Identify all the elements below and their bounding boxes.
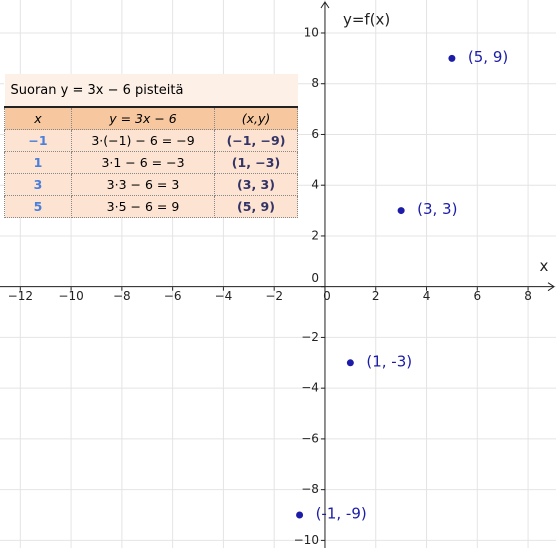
y-axis-arrow: [320, 1, 330, 9]
table-title: Suoran y = 3x − 6 pisteitä: [4, 74, 298, 108]
point-label: (1, -3): [366, 352, 412, 370]
x-axis-label: x: [540, 257, 549, 275]
table-row: 3 3·3 − 6 = 3 (3, 3): [4, 173, 298, 196]
table-cell: 3·(−1) − 6 = −9: [71, 129, 215, 152]
x-tick-label: 8: [524, 289, 532, 303]
point-label: (-1, -9): [316, 505, 367, 523]
point-label: (5, 9): [468, 48, 508, 66]
x-tick-label: −4: [215, 289, 233, 303]
y-tick-label: 6: [311, 127, 319, 141]
y-tick-label: 0: [311, 271, 319, 285]
header-cell: (x,y): [214, 106, 298, 130]
point: [296, 511, 304, 519]
table-cell: 1: [4, 151, 72, 174]
table-cell: 3·1 − 6 = −3: [71, 151, 215, 174]
table-cell: 3·5 − 6 = 9: [71, 195, 215, 218]
table-cell: (3, 3): [214, 173, 298, 196]
point-label: (3, 3): [417, 200, 457, 218]
y-tick-label: 10: [304, 25, 319, 39]
x-tick-label: −12: [8, 289, 33, 303]
y-tick-label: −6: [301, 431, 319, 445]
x-tick-label: −10: [58, 289, 83, 303]
y-axis-label: y=f(x): [343, 11, 390, 29]
table-title-row: Suoran y = 3x − 6 pisteitä: [4, 74, 298, 108]
x-tick-label: 4: [423, 289, 431, 303]
table-cell: 3: [4, 173, 72, 196]
point: [397, 207, 405, 215]
table-row: 1 3·1 − 6 = −3 (1, −3): [4, 151, 298, 174]
table-cell: 3·3 − 6 = 3: [71, 173, 215, 196]
points-table: Suoran y = 3x − 6 pisteitä x y = 3x − 6 …: [4, 74, 298, 218]
table-row: 5 3·5 − 6 = 9 (5, 9): [4, 195, 298, 218]
x-tick-label: −8: [113, 289, 131, 303]
x-tick-label: 0: [323, 289, 331, 303]
y-tick-label: 8: [311, 76, 319, 90]
point: [448, 54, 456, 62]
x-tick-label: −6: [164, 289, 182, 303]
point: [346, 359, 354, 367]
y-tick-label: −2: [301, 330, 319, 344]
table-header: x y = 3x − 6 (x,y): [4, 106, 298, 130]
y-tick-label: 2: [311, 228, 319, 242]
table-cell: (−1, −9): [214, 129, 298, 152]
x-axis-arrow: [547, 282, 555, 292]
table-cell: (5, 9): [214, 195, 298, 218]
header-cell: y = 3x − 6: [71, 106, 215, 130]
table-cell: (1, −3): [214, 151, 298, 174]
x-tick-label: 6: [473, 289, 481, 303]
table-row: −1 3·(−1) − 6 = −9 (−1, −9): [4, 129, 298, 152]
y-tick-label: −4: [301, 381, 319, 395]
table-cell: 5: [4, 195, 72, 218]
y-tick-label: 4: [311, 178, 319, 192]
x-tick-label: −2: [265, 289, 283, 303]
y-tick-label: −10: [294, 533, 319, 547]
x-tick-label: 2: [372, 289, 380, 303]
y-tick-label: −8: [301, 482, 319, 496]
table-cell: −1: [4, 129, 72, 152]
header-cell: x: [4, 106, 72, 130]
